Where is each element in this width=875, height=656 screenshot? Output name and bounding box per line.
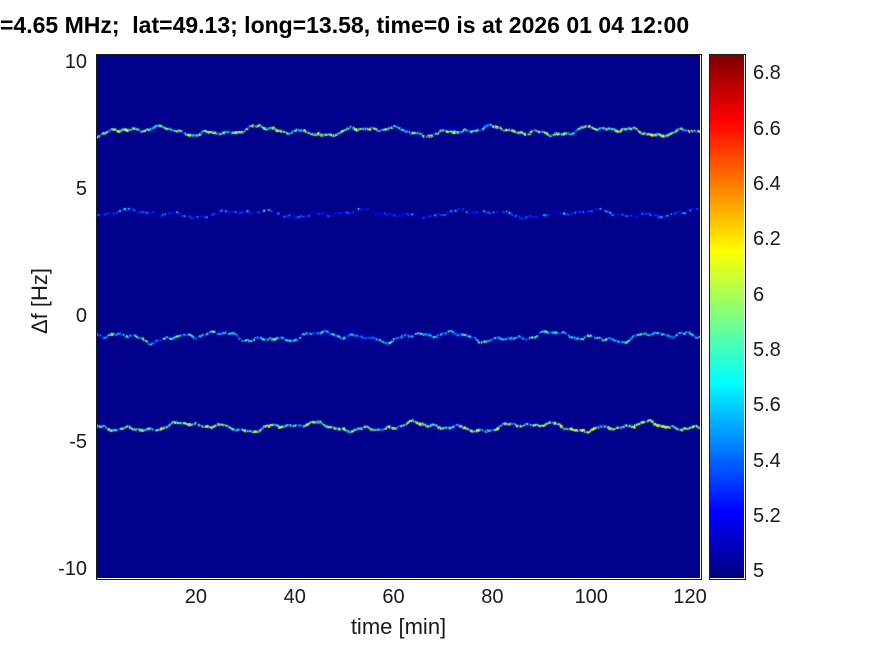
chart-title: =4.65 MHz; lat=49.13; long=13.58, time=0… — [0, 12, 690, 38]
colorbar-tick-label: 6 — [753, 283, 765, 306]
colorbar-canvas — [710, 55, 744, 578]
colorbar-tick-label: 5.8 — [753, 339, 781, 362]
x-tick-label: 40 — [283, 586, 306, 608]
x-tick-label: 120 — [673, 586, 707, 608]
colorbar-tick-label: 5 — [753, 560, 765, 583]
colorbar-tick-label: 5.4 — [753, 449, 781, 472]
colorbar-tick-label: 6.4 — [753, 173, 781, 196]
y-tick-label: -5 — [69, 431, 87, 454]
x-axis-label: time [min] — [350, 614, 447, 639]
x-tick-label: 60 — [382, 586, 405, 608]
colorbar-tick-label: 5.6 — [753, 394, 781, 417]
x-tick-label: 80 — [481, 586, 504, 608]
y-tick-label: 5 — [75, 177, 87, 200]
x-tick-label: 100 — [574, 586, 608, 608]
colorbar-tick-label: 6.8 — [753, 62, 781, 85]
y-axis-label: Δf [Hz] — [27, 267, 52, 335]
colorbar-tick-label: 5.2 — [753, 505, 781, 528]
x-tick-label: 20 — [184, 586, 207, 608]
y-tick-label: -10 — [58, 558, 87, 581]
y-tick-label: 10 — [64, 50, 87, 73]
colorbar-tick-label: 6.6 — [753, 117, 781, 140]
y-tick-label: 0 — [75, 304, 87, 327]
colorbar-tick-label: 6.2 — [753, 228, 781, 251]
heatmap-canvas — [97, 55, 700, 578]
